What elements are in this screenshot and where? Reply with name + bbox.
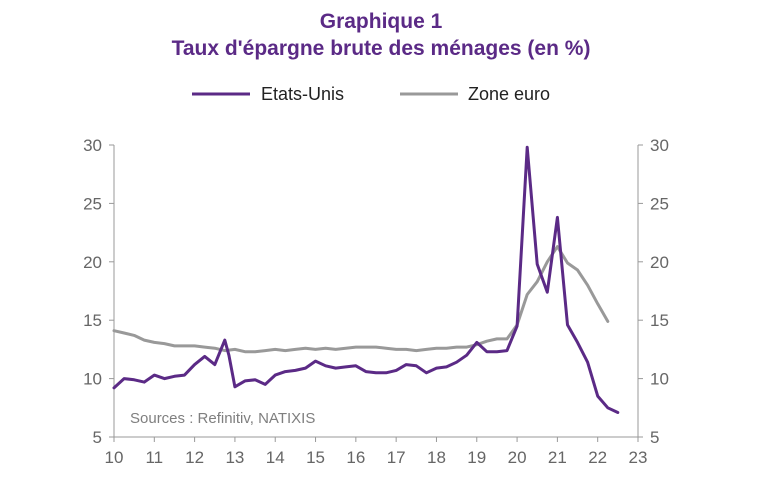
- y2-tick-label: 25: [650, 194, 669, 213]
- x-tick-label: 22: [588, 448, 607, 467]
- legend-label-etats-unis: Etats-Unis: [261, 84, 344, 104]
- y2-tick-label: 20: [650, 253, 669, 272]
- y-tick-label: 20: [83, 253, 102, 272]
- legend-label-zone-euro: Zone euro: [468, 84, 550, 104]
- x-tick-label: 21: [548, 448, 567, 467]
- x-tick-label: 18: [427, 448, 446, 467]
- x-tick-label: 23: [629, 448, 648, 467]
- y-tick-label: 30: [83, 136, 102, 155]
- series-line-etats-unis: [112, 145, 620, 414]
- y2-tick-label: 5: [650, 428, 659, 447]
- y2-tick-label: 10: [650, 370, 669, 389]
- y-tick-label: 25: [83, 194, 102, 213]
- series-lines: [112, 145, 620, 414]
- source-note: Sources : Refinitiv, NATIXIS: [130, 410, 315, 427]
- x-tick-label: 15: [306, 448, 325, 467]
- y-tick-label: 5: [93, 428, 102, 447]
- legend: Etats-Unis Zone euro: [192, 84, 550, 104]
- x-tick-label: 19: [467, 448, 486, 467]
- x-tick-label: 20: [508, 448, 527, 467]
- x-tick-label: 11: [145, 448, 163, 467]
- x-tick-label: 12: [185, 448, 204, 467]
- x-tick-label: 17: [387, 448, 406, 467]
- x-tick-label: 16: [346, 448, 365, 467]
- series-line-zone-euro: [112, 245, 610, 354]
- y-tick-label: 10: [83, 370, 102, 389]
- y2-tick-label: 30: [650, 136, 669, 155]
- y2-tick-label: 15: [650, 311, 669, 330]
- x-tick-label: 13: [225, 448, 244, 467]
- chart-subtitle: Taux d'épargne brute des ménages (en %): [171, 37, 591, 60]
- y-tick-label: 15: [83, 311, 102, 330]
- x-tick-label: 14: [266, 448, 285, 467]
- chart-title: Graphique 1: [319, 10, 443, 33]
- x-tick-label: 10: [105, 448, 124, 467]
